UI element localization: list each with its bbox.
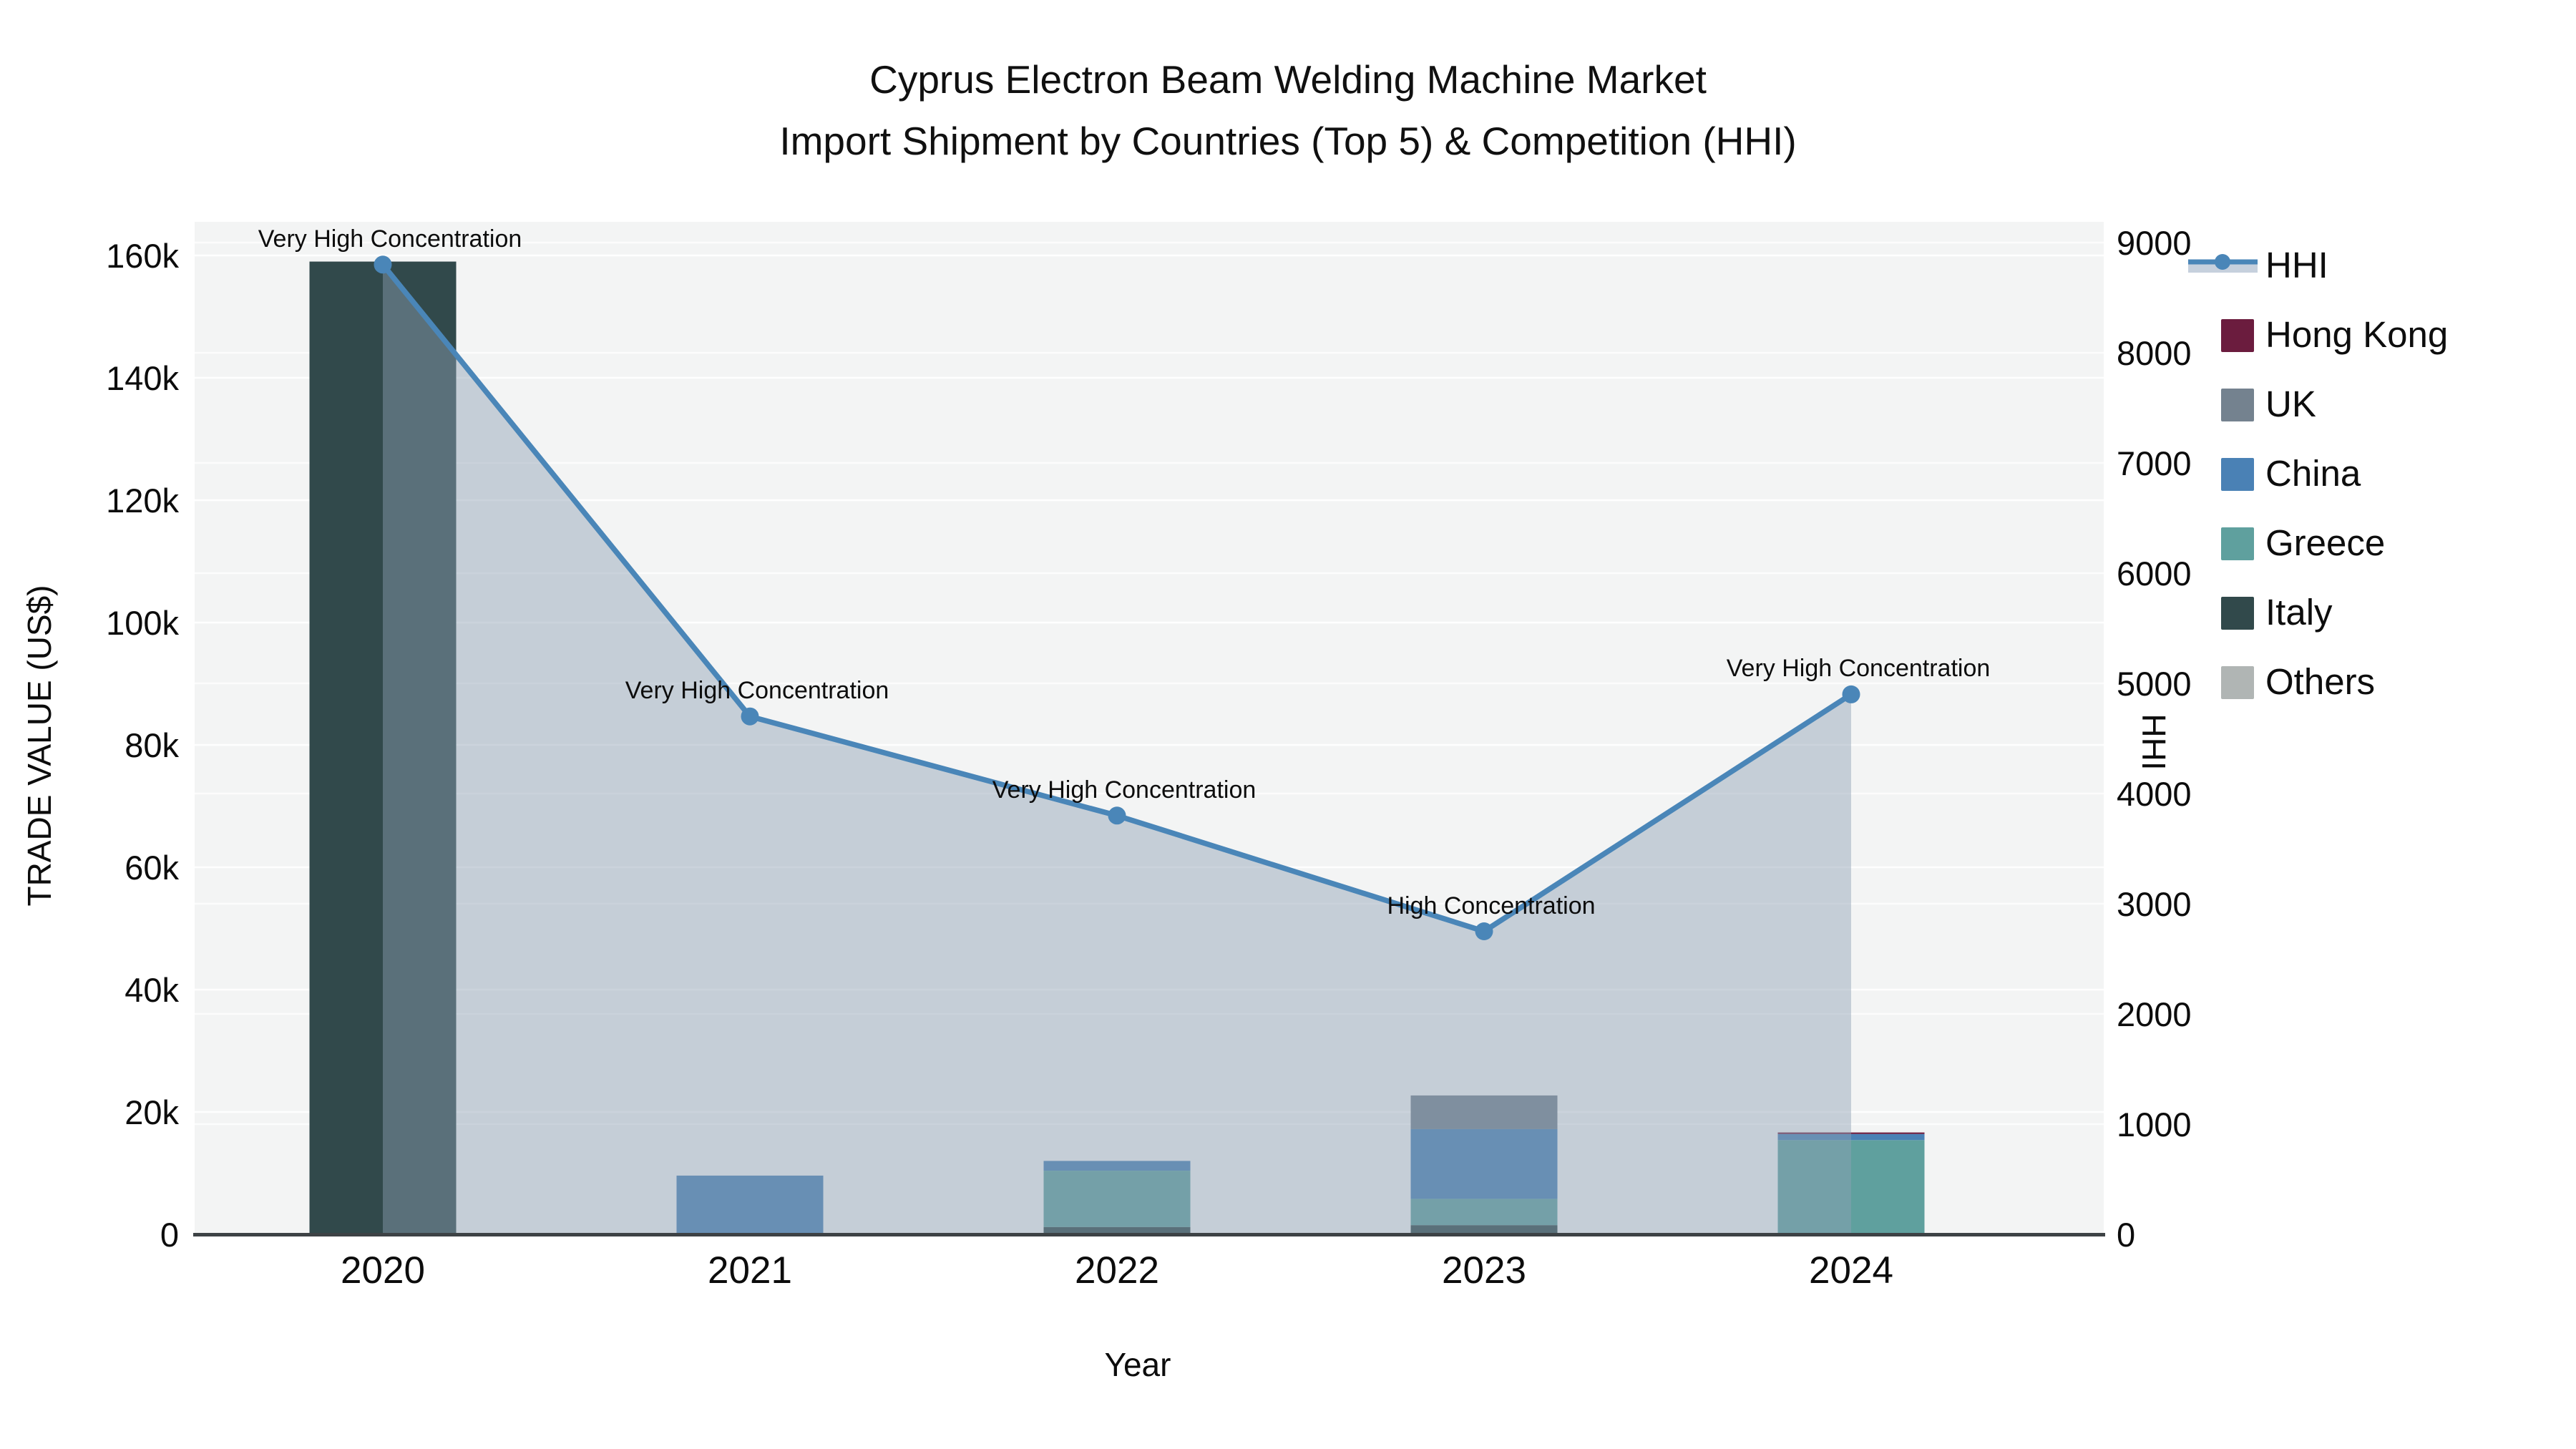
legend-swatch-icon xyxy=(2188,526,2265,560)
annotation: Very High Concentration xyxy=(258,225,522,253)
y-left-tick: 0 xyxy=(160,1216,179,1254)
hhi-marker xyxy=(741,707,759,726)
legend-swatch-icon xyxy=(2221,318,2254,352)
legend-item-others: Others xyxy=(2188,647,2448,716)
y-left-tick: 80k xyxy=(125,726,179,764)
y-right-tick: 0 xyxy=(2117,1216,2136,1254)
y-right-tick: 5000 xyxy=(2117,665,2192,703)
annotation: High Concentration xyxy=(1387,892,1596,919)
y-right-tick: 7000 xyxy=(2117,444,2192,482)
y-right-tick: 4000 xyxy=(2117,775,2192,813)
hhi-marker xyxy=(1842,685,1860,703)
bar-segment-greece xyxy=(1777,1140,1925,1234)
legend-swatch-icon xyxy=(2188,318,2265,352)
y-right-tick: 2000 xyxy=(2117,995,2192,1033)
plot-area: Very High Concentration Very High Concent… xyxy=(195,222,2104,1234)
y-right-tick: 1000 xyxy=(2117,1106,2192,1143)
hhi-area-fill xyxy=(383,264,1851,1234)
annotation: Very High Concentration xyxy=(1726,655,1991,683)
legend: HHI Hong Kong UK China Greece Italy Others xyxy=(2188,230,2448,716)
bar-segment-greece xyxy=(1410,1199,1558,1226)
legend-label: Italy xyxy=(2265,592,2333,633)
legend-label: China xyxy=(2265,453,2361,494)
legend-item-hong-kong: Hong Kong xyxy=(2188,300,2448,369)
hhi-marker xyxy=(374,255,392,274)
y-left-tick: 160k xyxy=(106,237,179,275)
x-axis-label: Year xyxy=(1104,1346,1171,1383)
bar-segment-italy xyxy=(1043,1226,1191,1234)
legend-item-greece: Greece xyxy=(2188,508,2448,577)
legend-item-china: China xyxy=(2188,439,2448,508)
legend-label: UK xyxy=(2265,384,2316,424)
chart-title: Cyprus Electron Beam Welding Machine Mar… xyxy=(0,49,2576,172)
legend-swatch-icon xyxy=(2221,457,2254,491)
bar-segment-china xyxy=(676,1175,824,1234)
legend-label: Hong Kong xyxy=(2265,314,2449,355)
y-left-tick: 20k xyxy=(125,1093,179,1131)
legend-swatch-icon xyxy=(2221,527,2254,560)
chart-canvas xyxy=(195,241,2104,1234)
legend-swatch-icon xyxy=(2221,596,2254,630)
legend-swatch-icon xyxy=(2221,388,2254,421)
bar-segment-italy xyxy=(1410,1225,1558,1234)
y-right-tick: 8000 xyxy=(2117,334,2192,372)
legend-swatch-icon xyxy=(2221,665,2254,699)
hhi-marker xyxy=(1108,806,1126,825)
y-left-axis-label: TRADE VALUE (US$) xyxy=(21,585,58,907)
annotation: Very High Concentration xyxy=(992,776,1257,804)
y-left-tick: 60k xyxy=(125,849,179,887)
x-axis-line xyxy=(193,1233,2105,1236)
y-right-tick: 6000 xyxy=(2117,555,2192,592)
legend-swatch-icon xyxy=(2188,457,2265,491)
legend-swatch-icon xyxy=(2188,595,2265,630)
bar-segment-china xyxy=(1043,1161,1191,1171)
chart-title-line2: Import Shipment by Countries (Top 5) & C… xyxy=(779,119,1797,163)
y-right-axis-label: HHI xyxy=(2135,713,2172,771)
x-tick: 2024 xyxy=(1809,1249,1893,1292)
legend-label: Others xyxy=(2265,661,2376,702)
y-left-tick: 40k xyxy=(125,971,179,1009)
y-right-tick: 3000 xyxy=(2117,885,2192,923)
bar-segment-italy xyxy=(309,261,457,1234)
legend-label: HHI xyxy=(2265,245,2328,286)
bar-segment-greece xyxy=(1043,1171,1191,1227)
bar-segment-china xyxy=(1410,1128,1558,1199)
legend-item-hhi: HHI xyxy=(2188,230,2448,300)
legend-label: Greece xyxy=(2265,522,2386,563)
x-tick: 2023 xyxy=(1442,1249,1526,1292)
bar-segment-uk xyxy=(1410,1095,1558,1129)
legend-swatch-icon xyxy=(2188,665,2265,699)
y-left-tick: 140k xyxy=(106,359,179,397)
legend-item-italy: Italy xyxy=(2188,577,2448,647)
x-tick: 2022 xyxy=(1075,1249,1159,1292)
chart-title-line1: Cyprus Electron Beam Welding Machine Mar… xyxy=(869,57,1707,102)
hhi-line-icon xyxy=(2188,248,2265,283)
legend-item-uk: UK xyxy=(2188,369,2448,439)
bar-segment-china xyxy=(1777,1133,1925,1141)
y-left-tick: 100k xyxy=(106,604,179,642)
x-tick: 2020 xyxy=(341,1249,425,1292)
legend-swatch-icon xyxy=(2188,387,2265,421)
annotation: Very High Concentration xyxy=(625,677,889,705)
y-right-tick: 9000 xyxy=(2117,224,2192,262)
y-left-tick: 120k xyxy=(106,482,179,519)
hhi-marker xyxy=(1475,922,1493,940)
x-tick: 2021 xyxy=(708,1249,792,1292)
bar-segment-hong-kong xyxy=(1777,1132,1925,1134)
